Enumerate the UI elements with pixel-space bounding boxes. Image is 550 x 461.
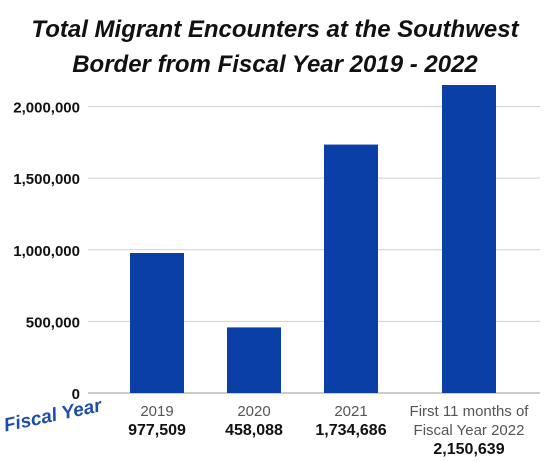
chart-title-line-1: Total Migrant Encounters at the Southwes… [31,16,519,43]
x-tick-label: 2019 [140,403,173,420]
data-label: 1,734,686 [315,422,386,439]
chart-title-line-2: Border from Fiscal Year 2019 - 2022 [72,51,478,78]
y-tick-label: 1,500,000 [13,171,80,188]
x-tick-label: First 11 months of [410,403,530,420]
data-label: 977,509 [128,422,186,439]
x-tick-label: 2020 [237,403,270,420]
data-label: 2,150,639 [433,441,504,458]
bar [130,253,184,393]
data-label: 458,088 [225,422,283,439]
bar [442,85,496,393]
bar [324,144,378,393]
bar [227,327,281,393]
x-tick-label: Fiscal Year 2022 [414,422,525,439]
y-tick-label: 500,000 [26,314,80,331]
y-tick-label: 1,000,000 [13,243,80,260]
y-tick-label: 0 [72,386,80,403]
y-tick-label: 2,000,000 [13,100,80,117]
x-tick-label: 2021 [334,403,367,420]
